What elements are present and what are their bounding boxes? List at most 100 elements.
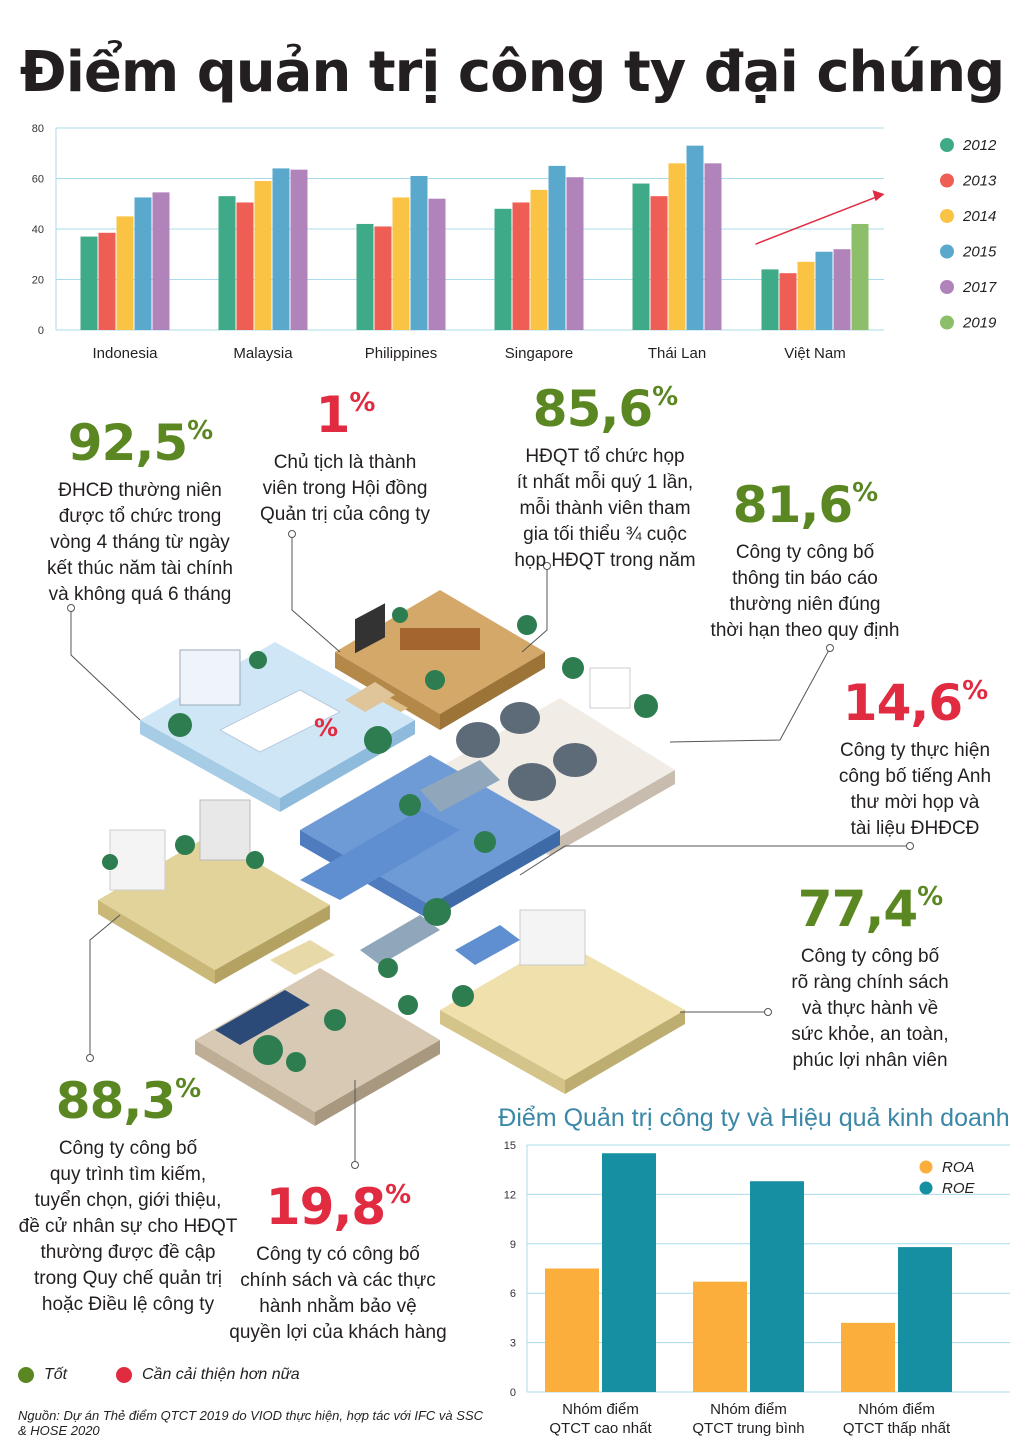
bar-2013 [779,273,797,330]
bar-2019 [851,223,869,330]
trend-arrow-head [872,190,885,202]
y-tick-label: 3 [510,1338,516,1350]
stat-description: HĐQT tổ chức họp ít nhất mỗi quý 1 lần, mỗ… [514,446,696,571]
x-tick-label: Thái Lan [648,345,706,362]
governance-performance-chart: 0 3 6 9 12 15 Nhóm điểm QTCT cao nhất Nhóm điểm Q… [504,1140,1010,1437]
stat-annual-report: 81,6% Công ty công bố thông tin báo cáo th… [700,480,910,644]
y-tick-label: 40 [32,224,44,236]
bar-2013 [512,202,530,330]
stat-value: 1 [315,386,351,444]
stat-description: Công ty có công bố chính sách và các thực… [229,1244,447,1343]
y-tick-label: 60 [32,174,44,186]
stat-percent: % [962,676,988,706]
legend-good: Tốt [18,1366,67,1384]
bar-ROA [545,1268,599,1392]
bar-2017 [566,177,584,330]
bar-ROA [693,1281,747,1392]
legend-dot-ROA [919,1160,933,1174]
legend-label-2013: 2013 [962,173,997,190]
y-tick-label: 12 [504,1189,516,1201]
legend-label-2015: 2015 [962,244,997,261]
legend-dot-2012 [940,138,954,152]
bar-2013 [650,196,668,330]
legend-dot-2015 [940,244,954,259]
legend-dot-2014 [940,209,954,223]
bar-2012 [80,236,98,330]
x-tick-label: Singapore [505,345,573,362]
bar-2014 [530,189,548,330]
chart2-title: Điểm Quản trị công ty và Hiệu quả kinh d… [498,1104,1010,1132]
stat-employee-welfare: 77,4% Công ty công bố rõ ràng chính sách v… [770,884,970,1074]
bar-2015 [134,197,152,330]
stat-percent: % [187,416,213,446]
stat-description: Chủ tịch là thành viên trong Hội đồng Quản… [259,452,431,525]
bar-2017 [152,192,170,330]
stat-value: 19,8 [265,1178,386,1236]
bar-2012 [218,196,236,330]
y-tick-label: 0 [38,325,44,337]
trend-arrow-line [755,195,879,245]
x-tick-label: Nhóm điểm QTCT cao nhất [549,1401,652,1437]
bar-2017 [428,198,446,330]
bar-2015 [686,145,704,330]
legend-label-2012: 2012 [962,137,997,154]
legend-good-dot [18,1366,34,1383]
legend-label-2014: 2014 [962,208,996,225]
leader-lines [67,530,914,1169]
legend-dot-ROE [919,1181,933,1195]
bar-2013 [374,226,392,330]
bar-2017 [704,163,722,330]
bar-2012 [761,269,779,330]
source-note: Nguồn: Dự án Thẻ điểm QTCT 2019 do VIOD … [18,1408,483,1438]
stat-value: 88,3 [55,1072,176,1130]
legend-dot-2017 [940,280,954,294]
legend-dot-2019 [940,315,954,330]
bar-2013 [236,202,254,330]
y-tick-label: 15 [504,1140,516,1152]
illustration-badge: % [314,714,338,742]
bar-ROA [841,1322,895,1392]
x-tick-label: Malaysia [233,345,293,362]
stat-description: ĐHCĐ thường niên được tổ chức trong vòng 4… [47,480,233,605]
stat-customer-protection: 19,8% Công ty có công bố chính sách và cá… [228,1182,448,1346]
stat-description: Công ty công bố thông tin báo cáo thường n… [710,542,900,641]
stat-percent: % [349,388,375,418]
bar-2015 [548,165,566,330]
stat-description: Công ty thực hiện công bố tiếng Anh thư mờ… [838,740,992,839]
bar-2012 [632,183,650,330]
legend-improve: Cần cải thiện hơn nữa [116,1366,300,1384]
x-tick-label: Việt Nam [784,345,845,362]
y-tick-label: 6 [510,1288,516,1300]
bar-2014 [254,181,272,330]
legend-label-ROE: ROE [942,1180,976,1197]
stat-agm-timing: 92,5% ĐHCĐ thường niên được tổ chức trong… [20,418,260,608]
x-tick-label: Philippines [365,345,438,362]
x-tick-label: Nhóm điểm QTCT trung bình [692,1401,804,1437]
stat-percent: % [175,1074,201,1104]
y-tick-label: 9 [510,1239,516,1251]
stat-board-meetings: 85,6% HĐQT tổ chức họp ít nhất mỗi quý 1 … [490,384,720,574]
bar-ROE [750,1181,804,1392]
bar-2012 [494,208,512,330]
stat-percent: % [852,478,878,508]
stat-description: Công ty công bố rõ ràng chính sách và thực… [791,946,949,1071]
stat-english-disclosure: 14,6% Công ty thực hiện công bố tiếng Anh… [820,678,1010,842]
stat-value: 77,4 [797,880,918,938]
stat-value: 81,6 [732,476,853,534]
stat-value: 92,5 [67,414,188,472]
legend-label-ROA: ROA [942,1159,975,1176]
legend-improve-dot [116,1366,132,1383]
bar-2017 [290,169,308,330]
stat-percent: % [917,882,943,912]
country-scores-chart: 0 20 40 60 80 Indonesia Malaysia Philippines Sin… [32,123,997,362]
office-illustration: % [98,590,685,1126]
stat-percent: % [652,382,678,412]
stat-board-nomination: 88,3% Công ty công bố quy trình tìm kiếm,… [8,1076,248,1318]
bar-2014 [392,197,410,330]
bar-2014 [668,163,686,330]
y-tick-label: 0 [510,1387,516,1399]
stat-percent: % [385,1180,411,1210]
y-tick-label: 20 [32,275,44,287]
legend-improve-label: Cần cải thiện hơn nữa [142,1366,300,1383]
